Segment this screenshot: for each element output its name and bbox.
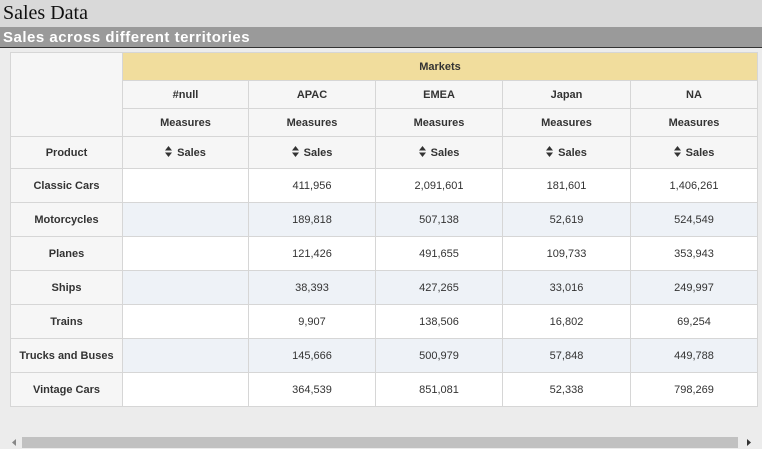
measure-label: Sales [685,147,715,159]
sort-icon[interactable] [418,146,426,157]
value-cell: 33,016 [502,270,631,305]
data-row: Planes 121,426 491,655 109,733 353,943 [10,236,758,271]
value-cell: 109,733 [502,236,631,271]
value-cell: 57,848 [502,338,631,373]
sort-header[interactable]: Sales [122,136,249,169]
measure-label: Sales [303,147,333,159]
value-cell [122,168,249,203]
measures-header: Measures [630,108,758,137]
data-row: Ships 38,393 427,265 33,016 249,997 [10,270,758,305]
value-cell: 138,506 [375,304,503,339]
scroll-thumb[interactable] [22,437,738,448]
product-cell: Trains [10,304,123,339]
value-cell: 189,818 [248,202,376,237]
value-cell: 524,549 [630,202,758,237]
column-header: Japan [502,80,631,109]
value-cell: 1,406,261 [630,168,758,203]
header-row: Measures Measures Measures Measures Measures [11,108,758,137]
sort-icon[interactable] [673,146,681,157]
data-row: Motorcycles 189,818 507,138 52,619 524,549 [10,202,758,237]
sort-icon[interactable] [291,146,299,157]
sort-header[interactable]: Sales [630,136,758,169]
value-cell: 507,138 [375,202,503,237]
pivot-table: Markets #null APAC EMEA Japan NA Measures Measu… [10,52,758,407]
value-cell: 121,426 [248,236,376,271]
value-cell [122,338,249,373]
value-cell: 427,265 [375,270,503,305]
page-title: Sales Data [0,0,762,27]
measures-header: Measures [248,108,376,137]
measures-header: Measures [122,108,249,137]
value-cell: 2,091,601 [375,168,503,203]
product-cell: Trucks and Buses [10,338,123,373]
data-row: Vintage Cars 364,539 851,081 52,338 798,269 [10,372,758,407]
pivot-table-wrapper: Markets #null APAC EMEA Japan NA Measures Measu… [10,52,762,407]
value-cell: 798,269 [630,372,758,407]
measures-header: Measures [502,108,631,137]
group-header: Markets [122,52,758,81]
data-row: Trucks and Buses 145,666 500,979 57,848 449,… [10,338,758,373]
value-cell: 52,619 [502,202,631,237]
sort-header[interactable]: Sales [502,136,631,169]
product-cell: Classic Cars [10,168,123,203]
value-cell: 9,907 [248,304,376,339]
data-row: Trains 9,907 138,506 16,802 69,254 [10,304,758,339]
row-header: Product [10,136,123,169]
value-cell [122,304,249,339]
value-cell: 449,788 [630,338,758,373]
column-header: NA [630,80,758,109]
value-cell: 145,666 [248,338,376,373]
page-subtitle: Sales across different territories [0,27,762,48]
header-row: Product Sales Sales Sales Sales Sales [10,136,758,169]
value-cell: 851,081 [375,372,503,407]
sort-icon[interactable] [546,146,554,157]
header-row: Markets [10,52,758,137]
header-row: #null APAC EMEA Japan NA [11,80,758,109]
measure-label: Sales [177,147,206,159]
value-cell [122,202,249,237]
value-cell: 38,393 [248,270,376,305]
product-cell: Vintage Cars [10,372,123,407]
column-header: APAC [248,80,376,109]
measure-label: Sales [558,147,587,159]
scroll-left[interactable] [12,439,16,446]
value-cell: 411,956 [248,168,376,203]
scroll-right[interactable] [747,439,751,446]
value-cell: 52,338 [502,372,631,407]
value-cell [122,372,249,407]
measure-label: Sales [430,147,460,159]
sort-header[interactable]: Sales [375,136,503,169]
product-cell: Motorcycles [10,202,123,237]
column-header: #null [122,80,249,109]
value-cell [122,270,249,305]
value-cell: 500,979 [375,338,503,373]
horizontal-scrollbar[interactable] [0,435,762,449]
value-cell: 181,601 [502,168,631,203]
sort-icon[interactable] [165,146,173,157]
value-cell [122,236,249,271]
sort-header[interactable]: Sales [248,136,376,169]
data-row: Classic Cars 411,956 2,091,601 181,601 1,406… [10,168,758,203]
value-cell: 364,539 [248,372,376,407]
value-cell: 69,254 [630,304,758,339]
product-cell: Planes [10,236,123,271]
value-cell: 491,655 [375,236,503,271]
value-cell: 16,802 [502,304,631,339]
value-cell: 249,997 [630,270,758,305]
value-cell: 353,943 [630,236,758,271]
measures-header: Measures [375,108,503,137]
column-header: EMEA [375,80,503,109]
corner-cell [10,52,123,137]
product-cell: Ships [10,270,123,305]
